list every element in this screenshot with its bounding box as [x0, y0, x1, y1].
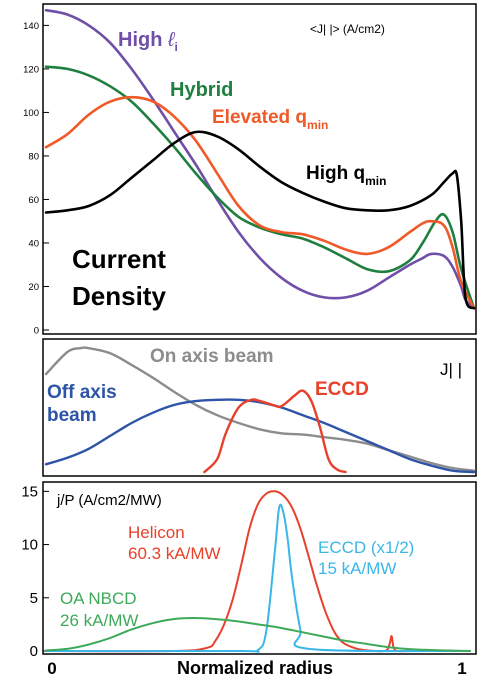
y-tick-label: 5 — [30, 590, 38, 607]
label-oa-nbcd: OA NBCD — [60, 589, 137, 608]
y-tick-label: 0 — [30, 643, 38, 660]
y-tick-label: 120 — [23, 64, 39, 75]
y-tick-label: 40 — [28, 238, 39, 249]
label-oa-nbcd-value: 26 kA/MW — [60, 611, 138, 630]
series-line-elevated-qmin — [44, 95, 476, 310]
y-tick-label: 60 — [28, 195, 39, 206]
series-line-on-axis-beam — [44, 346, 476, 472]
label-density: Density — [72, 281, 166, 311]
panel-beam-profiles: On axis beam Off axis beam ECCD J| | — [42, 338, 477, 477]
panel3-series — [45, 490, 471, 653]
panel2-series — [44, 346, 476, 474]
series-line-oa-nbcd — [45, 617, 471, 652]
label-off-axis-beam-2: beam — [47, 405, 97, 426]
series-line-hybrid — [44, 65, 476, 310]
label-helicon: Helicon — [128, 523, 185, 542]
y-tick-label: 10 — [21, 537, 38, 554]
panel1-y-ticks: 0 20 40 60 80 100 120 140 — [23, 21, 49, 337]
unit-label: <J| |> (A/cm2) — [310, 22, 385, 36]
x-axis-label: Normalized radius — [177, 658, 333, 678]
label-eccd-beam: ECCD — [315, 379, 369, 400]
panel3-ylabel: j/P (A/cm2/MW) — [56, 492, 162, 509]
x-tick-label: 1 — [457, 659, 466, 678]
series-line-eccd — [203, 389, 347, 474]
label-current: Current — [72, 244, 166, 274]
label-eccd-value: 15 kA/MW — [318, 559, 396, 578]
y-tick-label: 0 — [34, 326, 39, 337]
panel-jp: 0 5 10 15 0 1 j/P (A/cm2/MW) Helicon 60.3 kA/… — [21, 481, 477, 678]
y-tick-label: 80 — [28, 151, 39, 162]
panel-current-density: 0 20 40 60 80 100 120 140 <J| |> (A/cm2) High ℓ… — [23, 3, 477, 337]
panel2-frame — [42, 338, 477, 477]
series-line-helicon — [45, 490, 471, 653]
label-j-parallel: J| | — [440, 360, 462, 379]
label-off-axis-beam-1: Off axis — [47, 382, 117, 403]
label-helicon-value: 60.3 kA/MW — [128, 544, 221, 563]
label-eccd-x12: ECCD (x1/2) — [318, 538, 414, 557]
series-line-eccd-x1-2 — [45, 503, 471, 653]
panel3-frame — [42, 481, 477, 655]
label-on-axis-beam: On axis beam — [150, 346, 274, 367]
series-line-high-qmin — [44, 130, 476, 310]
series-line-off-axis-beam — [44, 398, 476, 474]
x-tick-label: 0 — [47, 659, 56, 678]
panel3-ticks: 0 5 10 15 0 1 — [21, 483, 466, 678]
label-high-qmin: High qmin — [306, 163, 386, 188]
series-line-high-i — [44, 8, 476, 310]
y-tick-label: 140 — [23, 21, 39, 32]
panel1-frame — [42, 3, 477, 335]
y-tick-label: 100 — [23, 108, 39, 119]
label-hybrid: Hybrid — [170, 79, 233, 101]
label-elevated-qmin: Elevated qmin — [212, 107, 328, 132]
y-tick-label: 20 — [28, 282, 39, 293]
y-tick-label: 15 — [21, 483, 38, 500]
panel1-series — [44, 8, 476, 310]
label-high-li: High ℓi — [118, 29, 178, 54]
